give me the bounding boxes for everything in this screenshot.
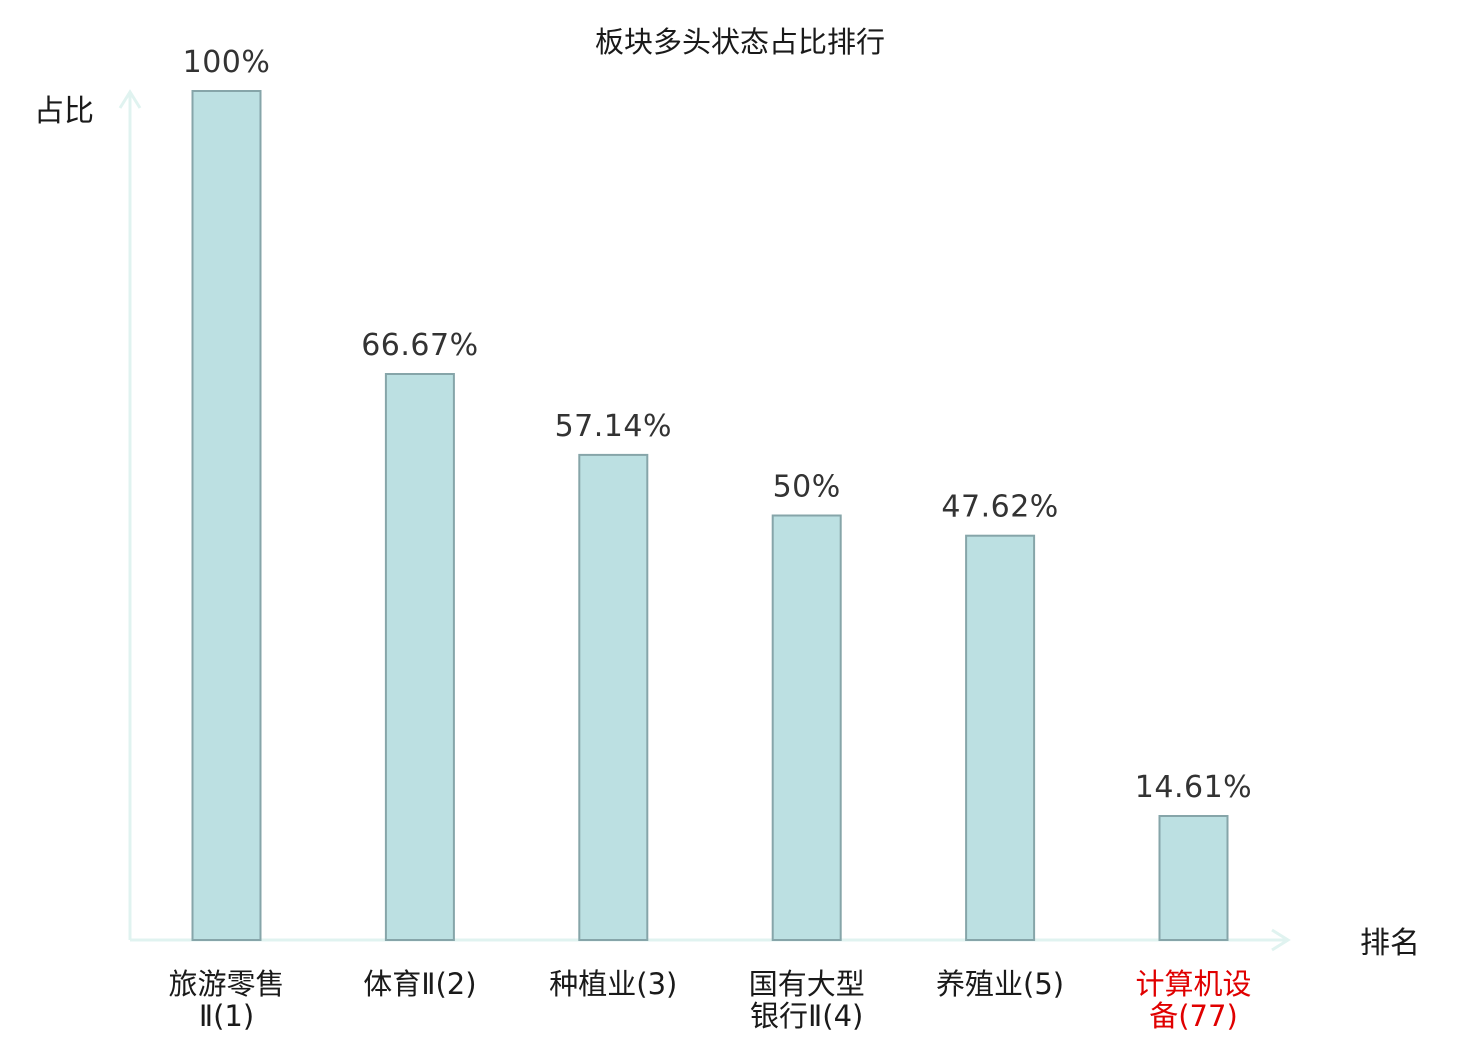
x-axis-label: 排名 xyxy=(1360,926,1420,961)
category-label-2-line-1: 体育Ⅱ(2) xyxy=(363,967,476,1001)
value-label-2: 66.67% xyxy=(361,328,478,363)
bar-6 xyxy=(1158,815,1229,941)
category-label-4: 国有大型银行Ⅱ(4) xyxy=(749,967,865,1033)
y-axis-arrow xyxy=(118,89,142,109)
bar-2 xyxy=(384,373,455,941)
category-label-6-line-2: 备(77) xyxy=(1149,999,1238,1033)
category-label-5: 养殖业(5) xyxy=(936,967,1064,1001)
bars-group xyxy=(191,90,1229,941)
category-label-1-line-1: 旅游零售 xyxy=(168,967,284,1001)
bar-5 xyxy=(965,534,1036,941)
category-label-1: 旅游零售 Ⅱ(1) xyxy=(168,967,284,1033)
value-label-5: 47.62% xyxy=(941,490,1058,525)
category-label-4-line-2: 银行Ⅱ(4) xyxy=(750,999,863,1033)
axes xyxy=(118,89,1291,952)
category-label-1-line-2: Ⅱ(1) xyxy=(199,999,254,1033)
chart-title: 板块多头状态占比排行 xyxy=(595,25,885,59)
bar-4 xyxy=(771,514,842,941)
category-label-6-line-1: 计算机设 xyxy=(1135,967,1251,1001)
value-labels-group: 100% 66.67% 57.14% 50% 47.62% 14.61% xyxy=(183,45,1252,805)
category-label-3-line-1: 种植业(3) xyxy=(549,967,677,1001)
value-label-6: 14.61% xyxy=(1135,770,1252,805)
bar-1 xyxy=(191,90,262,941)
category-label-2: 体育Ⅱ(2) xyxy=(363,967,476,1001)
value-label-3: 57.14% xyxy=(555,409,672,444)
value-label-1: 100% xyxy=(183,45,271,80)
bar-3 xyxy=(578,453,649,941)
category-label-6: 计算机设备(77) xyxy=(1135,967,1251,1033)
category-label-4-line-1: 国有大型 xyxy=(749,967,865,1001)
category-labels-group: 旅游零售 Ⅱ(1) 体育Ⅱ(2) 种植业(3) 国有大型银行Ⅱ(4) 养殖业(5) 计算机设… xyxy=(168,967,1251,1033)
value-label-4: 50% xyxy=(773,470,841,505)
category-label-5-line-1: 养殖业(5) xyxy=(936,967,1064,1001)
x-axis-arrow xyxy=(1271,928,1291,952)
category-label-3: 种植业(3) xyxy=(549,967,677,1001)
y-axis-label: 占比 xyxy=(34,94,94,129)
